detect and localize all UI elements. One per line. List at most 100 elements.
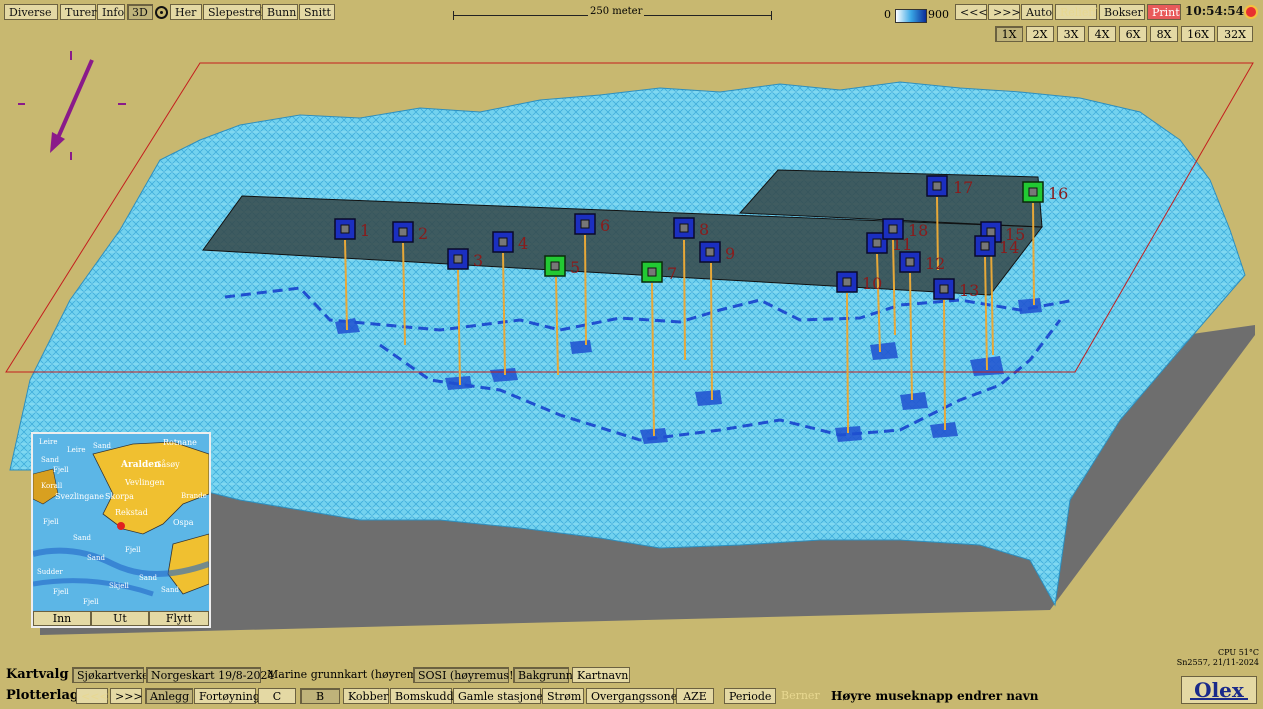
minimap-label: Brande <box>181 492 207 500</box>
layer-anlegg[interactable]: Anlegg <box>145 688 193 704</box>
menu-her[interactable]: Her <box>170 4 202 20</box>
marker-label-15: 15 <box>1005 225 1025 244</box>
kartvalg-norgeskart[interactable]: Norgeskart 19/8-2024 <box>146 667 275 683</box>
minimap-label: Sand <box>139 574 157 582</box>
zoom-16x[interactable]: 16X <box>1181 26 1215 42</box>
layer-gamle-stasjoner[interactable]: Gamle stasjoner <box>453 688 548 704</box>
status-light-icon <box>1246 7 1256 17</box>
menu-diverse[interactable]: Diverse <box>4 4 58 20</box>
kartvalg-kartnavn[interactable]: Kartnavn <box>572 667 630 683</box>
plotterlag-prev-button[interactable]: <<< <box>76 688 109 704</box>
marker-label-5: 5 <box>570 258 580 277</box>
minimap-label: Vevlingen <box>125 478 165 487</box>
marker-18[interactable]: 18 <box>882 218 928 240</box>
bokser-button[interactable]: Bokser <box>1099 4 1145 20</box>
layer-bomskudd[interactable]: Bomskudd <box>390 688 454 704</box>
layer-kobber[interactable]: Kobber <box>343 688 389 704</box>
menu-bunn[interactable]: Bunn <box>262 4 298 20</box>
markers-layer: 1 2 3 4 5 6 7 8 9 10 11 12 13 15 14 16 1… <box>334 175 1068 300</box>
zoom-32x[interactable]: 32X <box>1217 26 1253 42</box>
marker-14[interactable]: 14 <box>974 235 1019 257</box>
minimap-label: Leire <box>39 438 58 446</box>
zoom-1x[interactable]: 1X <box>995 26 1023 42</box>
minimap-move-button[interactable]: Flytt <box>149 611 209 626</box>
layer-overgangssone[interactable]: Overgangssone <box>586 688 677 704</box>
layer-fortoyning[interactable]: Fortøyning <box>194 688 260 704</box>
menu-info[interactable]: Info <box>97 4 125 20</box>
marker-12[interactable]: 12 <box>899 251 945 273</box>
auto-button[interactable]: Auto <box>1021 4 1053 20</box>
cpu-temp: CPU 51°C <box>1218 648 1259 657</box>
kartvalg-sjokartverket[interactable]: Sjøkartverket <box>72 667 153 683</box>
marker-7[interactable]: 7 <box>641 261 677 283</box>
minimap-label: Gåsøy <box>155 460 180 469</box>
minimap-label: Ospa <box>173 518 194 527</box>
marker-6[interactable]: 6 <box>574 213 610 235</box>
marker-label-17: 17 <box>953 178 973 197</box>
minimap-label: Skorpa <box>105 492 134 501</box>
relieff-button[interactable]: Relieff <box>1055 4 1097 20</box>
zoom-3x[interactable]: 3X <box>1057 26 1085 42</box>
marker-13[interactable]: 13 <box>933 278 979 300</box>
marker-8[interactable]: 8 <box>673 217 709 239</box>
marker-16[interactable]: 16 <box>1022 181 1068 203</box>
menu-snitt[interactable]: Snitt <box>299 4 335 20</box>
minimap-label: Rotnane <box>163 438 197 447</box>
marker-1[interactable]: 1 <box>334 218 370 240</box>
zoom-8x[interactable]: 8X <box>1150 26 1178 42</box>
nav-back-button[interactable]: <<< <box>955 4 988 20</box>
serial-date: Sn2557, 21/11-2024 <box>1176 658 1259 667</box>
plotterlag-next-button[interactable]: >>> <box>110 688 143 704</box>
minimap-label: Sand <box>161 586 179 594</box>
marker-11[interactable]: 11 <box>866 232 912 254</box>
minimap-label: Leire <box>67 446 86 454</box>
ruler-start-tick <box>453 11 454 20</box>
overview-minimap[interactable]: Leire Sand Fjell Aralden Gåsøy Vevlingen… <box>31 432 211 628</box>
zoom-6x[interactable]: 6X <box>1119 26 1147 42</box>
marker-4[interactable]: 4 <box>492 231 528 253</box>
menu-3d[interactable]: 3D <box>127 4 153 20</box>
kartvalg-bakgrunn[interactable]: Bakgrunn <box>513 667 573 683</box>
zoom-4x[interactable]: 4X <box>1088 26 1116 42</box>
kartvalg-marine-grunnkart[interactable]: Marine grunnkart (høyremus!) <box>267 668 439 681</box>
marker-5[interactable]: 5 <box>544 255 580 277</box>
nav-forward-button[interactable]: >>> <box>988 4 1021 20</box>
marker-3[interactable]: 3 <box>447 248 483 270</box>
marker-label-1: 1 <box>360 221 370 240</box>
layer-b[interactable]: B <box>300 688 340 704</box>
menu-turer[interactable]: Turer <box>60 4 96 20</box>
marker-label-18: 18 <box>908 221 928 240</box>
marker-2[interactable]: 2 <box>392 221 428 243</box>
marker-9[interactable]: 9 <box>699 241 735 263</box>
marker-label-4: 4 <box>518 234 528 253</box>
layer-periode[interactable]: Periode <box>724 688 776 704</box>
layer-berner[interactable]: Berner <box>781 689 820 702</box>
layer-strom[interactable]: Strøm <box>542 688 584 704</box>
layer-aze[interactable]: AZE <box>676 688 714 704</box>
kartvalg-sosi[interactable]: SOSI (høyremus!) <box>413 667 518 683</box>
marker-label-7: 7 <box>667 264 677 283</box>
olex-logo: Olex <box>1181 676 1257 704</box>
marker-17[interactable]: 17 <box>926 175 973 197</box>
ruler-label: 250 meter <box>588 6 645 17</box>
minimap-label: Sand <box>87 554 105 562</box>
marker-label-9: 9 <box>725 244 735 263</box>
minimap-label: Fjell <box>53 466 69 474</box>
marker-10[interactable]: 10 <box>836 271 882 293</box>
target-icon[interactable] <box>155 6 168 19</box>
minimap-label: Fjell <box>43 518 59 526</box>
minimap-label: Fjell <box>83 598 99 606</box>
minimap-label: Fjell <box>125 546 141 554</box>
marker-15[interactable]: 15 <box>980 221 1025 244</box>
layer-c[interactable]: C <box>258 688 296 704</box>
zoom-2x[interactable]: 2X <box>1026 26 1054 42</box>
minimap-label: Sand <box>93 442 111 450</box>
bathymetry-3d-view[interactable]: 1 2 3 4 5 6 7 8 9 10 11 12 13 15 14 16 1… <box>0 40 1263 640</box>
depth-max: 900 <box>928 8 949 21</box>
menu-slepestrek[interactable]: Slepestrek <box>203 4 268 20</box>
minimap-zoom-in-button[interactable]: Inn <box>33 611 91 626</box>
minimap-zoom-out-button[interactable]: Ut <box>91 611 149 626</box>
depth-patches <box>335 298 1042 444</box>
print-button[interactable]: Print <box>1147 4 1181 20</box>
marker-label-16: 16 <box>1048 184 1068 203</box>
